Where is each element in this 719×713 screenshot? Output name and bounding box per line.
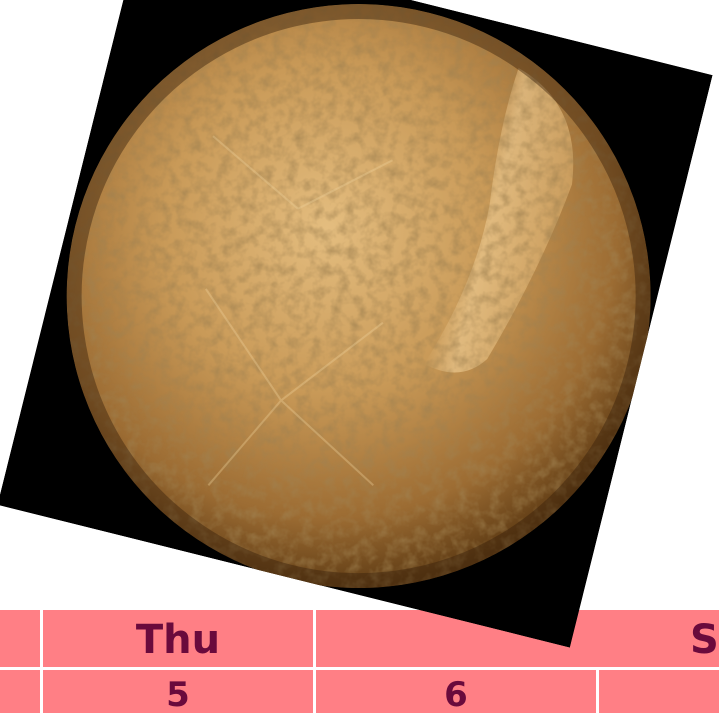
crater-texture: [66, 4, 651, 589]
calendar-date-row: 5 6: [0, 670, 719, 713]
date-cell-next: [599, 670, 719, 713]
date-cell-5[interactable]: 5: [166, 674, 190, 713]
column-divider: [40, 670, 43, 713]
weekday-cell-prev: [0, 610, 40, 667]
column-divider: [40, 610, 43, 667]
crater-rays: [205, 135, 393, 486]
column-divider: [313, 610, 316, 667]
column-divider: [313, 670, 316, 713]
weekday-cell-sat[interactable]: S: [690, 616, 719, 663]
calendar-weekday-row: Thu S: [0, 610, 719, 667]
row-divider: [0, 667, 719, 670]
date-cell-6[interactable]: 6: [444, 674, 468, 713]
planet-mercury-image: [0, 0, 713, 648]
column-divider: [596, 670, 599, 713]
weekday-cell-thu[interactable]: Thu: [135, 616, 221, 663]
date-cell-prev: [0, 670, 40, 713]
